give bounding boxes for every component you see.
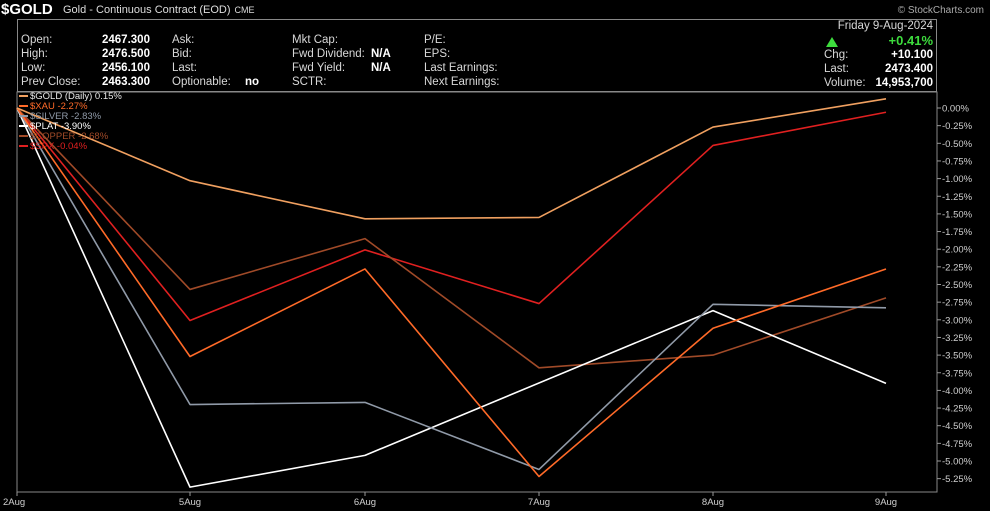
x-tick-label: 7Aug: [528, 497, 550, 508]
fwd-yield-label: Fwd Yield:: [292, 62, 346, 74]
y-tick-label: -0.50%: [942, 139, 973, 150]
y-tick-label: -1.25%: [942, 192, 973, 203]
fwd-dividend-label: Fwd Dividend:: [292, 48, 365, 60]
y-tick-label: -3.00%: [942, 315, 973, 326]
quote-date: Friday 9-Aug-2024: [837, 20, 933, 32]
last-price-value: 2473.400: [885, 63, 933, 75]
quote-panel: Open: 2467.300 High: 2476.500 Low: 2456.…: [17, 19, 937, 92]
high-value: 2476.500: [102, 48, 150, 60]
series-line: [16, 107, 887, 322]
y-tick-label: -4.50%: [942, 421, 973, 432]
legend-label: $XAU -2.27%: [30, 101, 88, 112]
high-label: High:: [21, 48, 48, 60]
volume-value: 14,953,700: [875, 77, 933, 89]
y-tick-label: -5.25%: [942, 474, 973, 485]
y-tick-label: -2.75%: [942, 298, 973, 309]
y-tick-label: -1.50%: [942, 209, 973, 220]
last-price-label: Last:: [824, 63, 849, 75]
legend-label: $SILVER -2.83%: [30, 111, 102, 122]
pct-change: +0.41%: [888, 33, 933, 48]
y-tick-label: -5.00%: [942, 457, 973, 468]
volume-label: Volume:: [824, 77, 866, 89]
legend-label: $GOLD (Daily) 0.15%: [30, 91, 122, 102]
y-tick-label: -3.25%: [942, 333, 973, 344]
ask-label: Ask:: [172, 34, 195, 46]
series-line: [16, 107, 887, 471]
optionable-value: no: [245, 76, 260, 88]
symbol-description: Gold - Continuous Contract (EOD) CME: [63, 4, 255, 16]
prev-close-label: Prev Close:: [21, 76, 81, 88]
series-line: [16, 98, 887, 220]
low-value: 2456.100: [102, 62, 150, 74]
fwd-yield-value: N/A: [371, 62, 391, 74]
series-line: [16, 107, 887, 488]
chg-label: Chg:: [824, 49, 849, 61]
last-earnings-label: Last Earnings:: [424, 62, 498, 74]
mkt-cap-label: Mkt Cap:: [292, 34, 339, 46]
eps-label: EPS:: [424, 48, 451, 60]
exchange-label: CME: [234, 5, 255, 15]
y-tick-label: -2.00%: [942, 245, 973, 256]
y-tick-label: -0.25%: [942, 121, 973, 132]
y-tick-label: -3.75%: [942, 368, 973, 379]
watermark: © StockCharts.com: [897, 5, 984, 16]
y-tick-label: -2.50%: [942, 280, 973, 291]
y-tick-label: -4.25%: [942, 404, 973, 415]
optionable-label: Optionable:: [172, 76, 231, 88]
legend-label: $SPX -0.04%: [30, 141, 88, 152]
y-tick-label: -3.50%: [942, 351, 973, 362]
x-tick-label: 9Aug: [875, 497, 897, 508]
pe-label: P/E:: [424, 34, 446, 46]
next-earnings-label: Next Earnings:: [424, 76, 500, 88]
bid-label: Bid:: [172, 48, 192, 60]
series-line: [16, 107, 887, 478]
prev-close-value: 2463.300: [102, 76, 150, 88]
y-tick-label: -1.75%: [942, 227, 973, 238]
legend-label: $PLAT -3.90%: [30, 121, 91, 132]
y-tick-label: -0.75%: [942, 156, 973, 167]
x-tick-label: 8Aug: [702, 497, 724, 508]
last-label: Last:: [172, 62, 197, 74]
chg-value: +10.100: [891, 49, 933, 61]
y-tick-label: -4.75%: [942, 439, 973, 450]
y-tick-label: -1.00%: [942, 174, 973, 185]
description-text: Gold - Continuous Contract (EOD): [63, 4, 231, 16]
chart-header: $GOLD Gold - Continuous Contract (EOD) CM…: [0, 0, 990, 18]
x-tick-label: 5Aug: [179, 497, 201, 508]
sctr-label: SCTR:: [292, 76, 327, 88]
open-label: Open:: [21, 34, 53, 46]
fwd-dividend-value: N/A: [371, 48, 391, 60]
open-value: 2467.300: [102, 34, 150, 46]
low-label: Low:: [21, 62, 46, 74]
y-tick-label: -4.00%: [942, 386, 973, 397]
up-arrow-icon: [826, 37, 838, 47]
x-tick-label: 6Aug: [354, 497, 376, 508]
plot-frame: [16, 91, 938, 493]
y-tick-label: -2.25%: [942, 262, 973, 273]
series-line: [16, 107, 887, 369]
x-tick-label: 2Aug: [3, 497, 25, 508]
y-tick-label: 0.00%: [942, 104, 969, 115]
legend-label: $COPPER -2.68%: [30, 131, 109, 142]
symbol-title: $GOLD: [1, 1, 53, 18]
